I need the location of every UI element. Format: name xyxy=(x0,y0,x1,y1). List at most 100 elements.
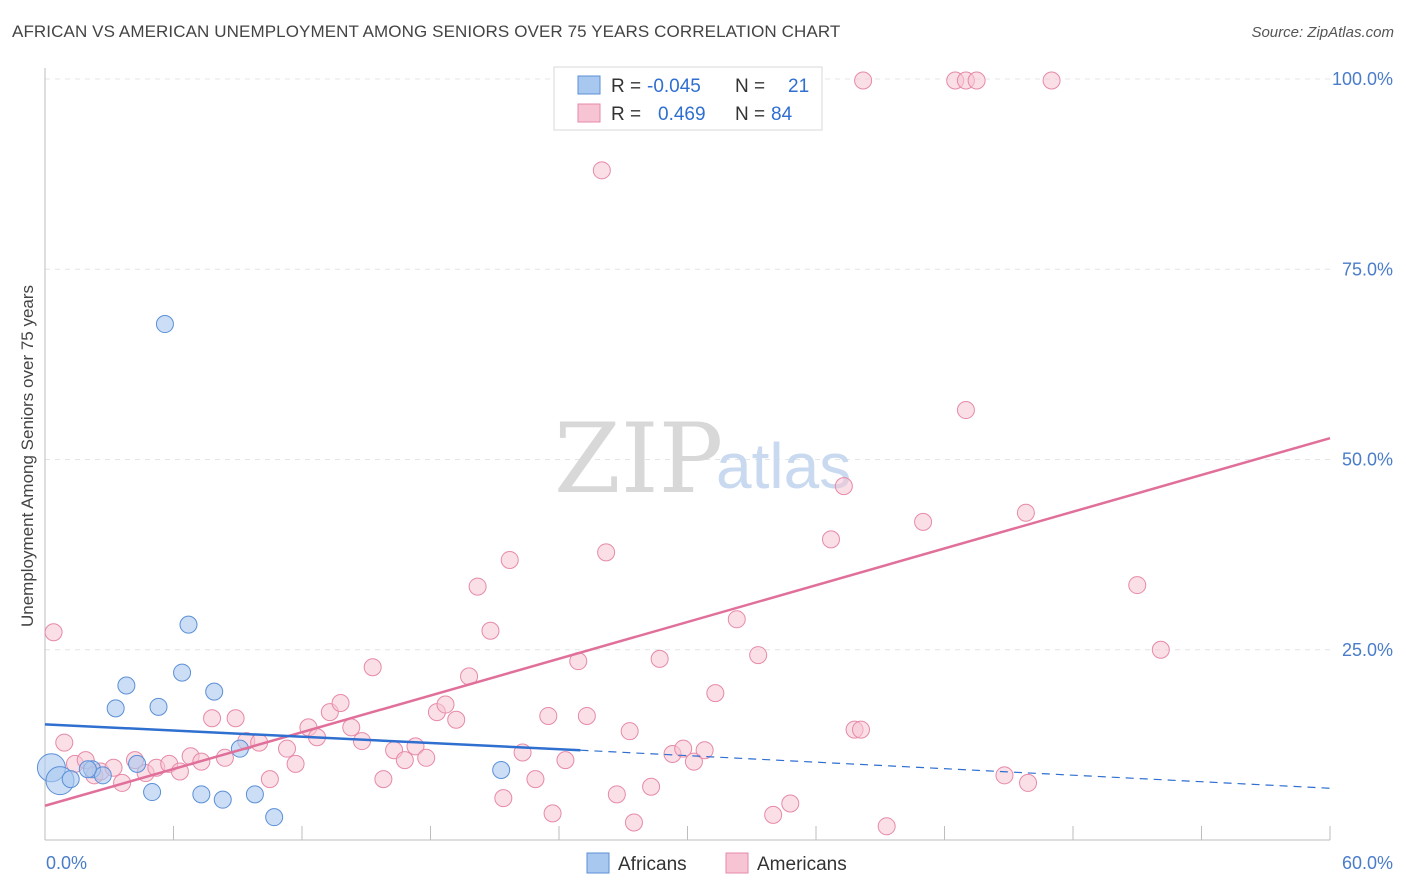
africans-r-label: R = xyxy=(611,76,641,97)
americans-point xyxy=(577,706,596,725)
americans-point xyxy=(967,71,986,90)
africans-points xyxy=(36,315,511,827)
americans-point xyxy=(539,706,558,725)
americans-r-label: R = xyxy=(611,104,641,125)
africans-point xyxy=(205,682,224,701)
americans-point xyxy=(331,694,350,713)
americans-point xyxy=(363,658,382,677)
americans-point xyxy=(650,649,669,668)
africans-swatch xyxy=(577,75,601,95)
americans-point xyxy=(342,718,361,737)
watermark: ZIP atlas xyxy=(554,403,851,515)
africans-point xyxy=(173,663,192,682)
africans-point xyxy=(155,315,174,334)
americans-point xyxy=(500,550,519,569)
tick-labels: 25.0% 50.0% 75.0% 100.0% 0.0% 60.0% xyxy=(46,69,1393,873)
africans-point xyxy=(192,785,211,804)
americans-point xyxy=(1016,503,1035,522)
legend: Africans Americans xyxy=(586,852,847,875)
americans-point xyxy=(834,477,853,496)
americans-point xyxy=(556,751,575,770)
africans-point xyxy=(128,754,147,773)
americans-point xyxy=(395,751,414,770)
americans-r-value: 0.469 xyxy=(658,104,706,125)
americans-point xyxy=(764,805,783,824)
y-tick-label-0: 25.0% xyxy=(1342,640,1393,660)
africans-r-value: -0.045 xyxy=(647,76,701,97)
americans-point xyxy=(877,817,896,836)
americans-point xyxy=(55,733,74,752)
legend-americans-swatch xyxy=(725,852,749,874)
americans-point xyxy=(44,623,63,642)
legend-africans-swatch xyxy=(586,852,610,874)
americans-point xyxy=(624,813,643,832)
africans-point xyxy=(492,760,511,779)
americans-point xyxy=(607,785,626,804)
americans-point xyxy=(727,610,746,629)
africans-point xyxy=(117,676,136,695)
chart-title: AFRICAN VS AMERICAN UNEMPLOYMENT AMONG S… xyxy=(12,22,841,41)
americans-point xyxy=(1151,640,1170,659)
americans-point xyxy=(620,722,639,741)
americans-point xyxy=(447,710,466,729)
y-tick-label-2: 75.0% xyxy=(1342,259,1393,279)
americans-point xyxy=(286,754,305,773)
americans-swatch xyxy=(577,103,601,123)
americans-point xyxy=(374,770,393,789)
legend-africans-label: Africans xyxy=(618,854,687,875)
americans-point xyxy=(597,543,616,562)
americans-point xyxy=(1042,71,1061,90)
africans-n-label: N = xyxy=(735,76,765,97)
americans-point xyxy=(226,709,245,728)
americans-point xyxy=(543,804,562,823)
americans-point xyxy=(468,577,487,596)
watermark-zip: ZIP xyxy=(554,403,723,515)
y-tick-label-1: 50.0% xyxy=(1342,450,1393,470)
africans-point xyxy=(179,615,198,634)
americans-trend-line xyxy=(44,436,1331,807)
americans-point xyxy=(706,684,725,703)
stats-box: R = -0.045 N = 21 R = 0.469 N = 84 xyxy=(553,66,823,131)
americans-point xyxy=(749,646,768,665)
africans-point xyxy=(106,699,125,718)
americans-point xyxy=(674,739,693,758)
americans-point xyxy=(914,512,933,531)
americans-point xyxy=(1019,773,1038,792)
americans-point xyxy=(1128,576,1147,595)
grid-lines xyxy=(45,78,1330,651)
americans-point xyxy=(592,161,611,180)
africans-point xyxy=(213,790,232,809)
africans-point xyxy=(93,766,112,785)
y-tick-label-3: 100.0% xyxy=(1332,69,1393,89)
source-label: Source: ZipAtlas.com xyxy=(1251,24,1394,41)
africans-point xyxy=(265,808,284,827)
africans-n-value: 21 xyxy=(788,76,809,97)
africans-point xyxy=(61,770,80,789)
americans-point xyxy=(851,720,870,739)
americans-point xyxy=(781,794,800,813)
americans-point xyxy=(203,709,222,728)
legend-americans-label: Americans xyxy=(757,854,847,875)
americans-point xyxy=(995,766,1014,785)
americans-n-value: 84 xyxy=(771,104,793,125)
americans-point xyxy=(494,789,513,808)
americans-point xyxy=(260,770,279,789)
americans-point xyxy=(526,770,545,789)
africans-point xyxy=(149,697,168,716)
americans-point xyxy=(821,530,840,549)
x-tick-label-min: 0.0% xyxy=(46,853,87,873)
americans-point xyxy=(642,777,661,796)
africans-point xyxy=(78,760,97,779)
africans-point xyxy=(143,783,162,802)
americans-point xyxy=(436,695,455,714)
x-tick-label-max: 60.0% xyxy=(1342,853,1393,873)
africans-point xyxy=(245,785,264,804)
americans-n-label: N = xyxy=(735,104,765,125)
americans-point xyxy=(417,748,436,767)
americans-point xyxy=(481,621,500,640)
americans-point xyxy=(278,739,297,758)
americans-point xyxy=(684,752,703,771)
americans-point xyxy=(695,741,714,760)
trend-lines xyxy=(44,436,1331,807)
